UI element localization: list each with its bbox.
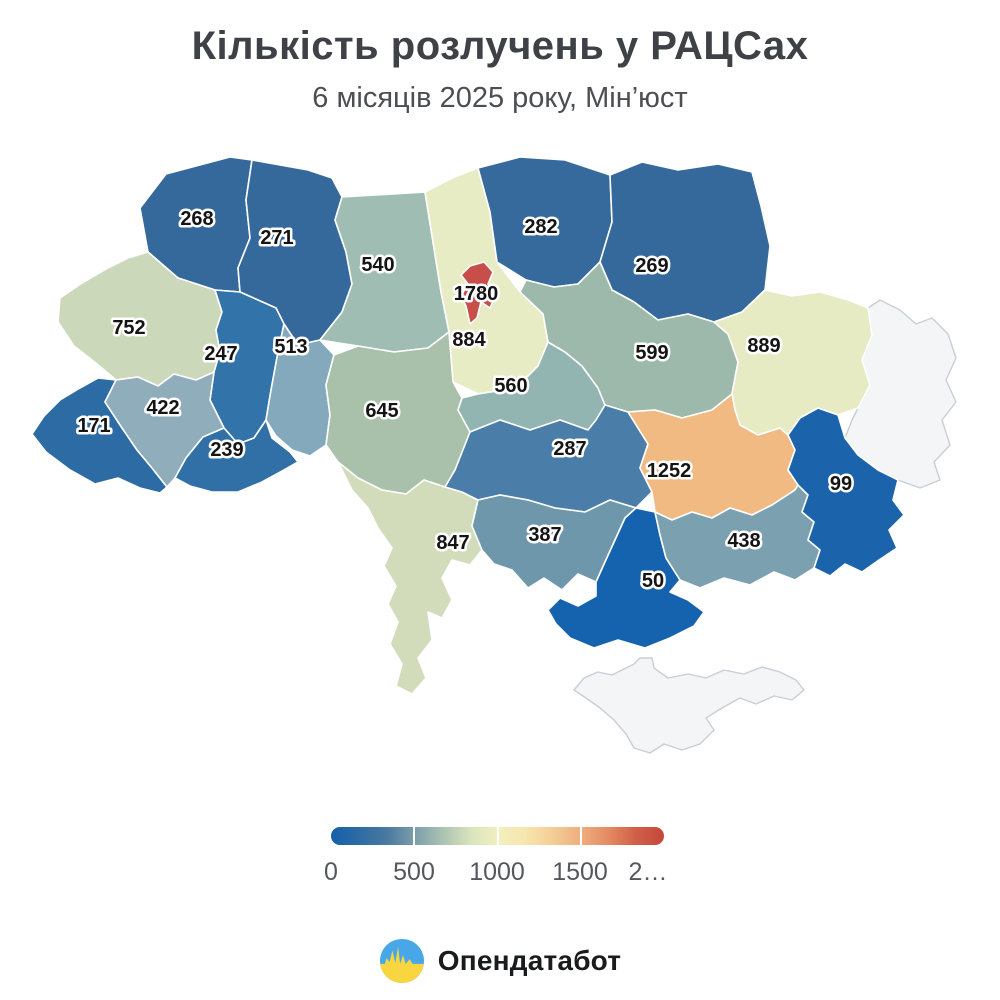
legend-label-4: 2… [628,858,668,886]
region-value-zakarpattia: 171 [77,415,110,437]
region-value-kyiv-oblast: 884 [452,329,486,351]
legend-label-2: 1000 [469,858,525,886]
region-value-rivne: 271 [260,227,293,249]
legend-label-3: 1500 [552,858,608,886]
legend-label-0: 0 [324,858,338,886]
legend-label-1: 500 [393,858,435,886]
region-value-poltava: 599 [635,342,668,364]
page-title: Кількість розлучень у РАЦСах [191,24,809,68]
opendatabot-logo[interactable]: Опендатабот [0,936,1000,986]
region-value-chernihiv: 282 [524,216,557,238]
region-value-kherson: 50 [642,570,664,592]
region-value-donetsk: 99 [830,473,852,495]
region-crimea[interactable] [573,657,805,754]
opendatabot-icon [379,938,424,984]
region-donetsk[interactable] [787,407,905,577]
legend-tick-500 [413,827,416,845]
region-value-odesa: 847 [436,532,469,554]
region-value-zhytomyr: 540 [361,254,394,276]
region-value-kharkiv: 889 [747,335,780,357]
map-labels-layer: 268 271 540 884 282 269 752 247 513 645 560 599 889 1… [75,206,855,595]
opendatabot-wordmark: Опендатабот [437,945,622,976]
region-value-cherkasy: 560 [494,375,527,397]
legend-tick-1000 [496,827,499,845]
map-regions-layer [31,156,957,754]
region-value-kirovohrad: 287 [553,438,586,460]
region-value-kyiv-city: 1780 [454,283,499,305]
region-value-volyn: 268 [180,208,213,230]
region-value-vinnytsia: 645 [365,400,398,422]
region-value-mykolaiv: 387 [528,524,561,546]
region-value-ternopil: 247 [204,343,237,365]
region-value-lviv: 752 [112,317,145,339]
region-value-dnipro: 1252 [647,460,692,482]
region-value-khmelnytskyi: 513 [274,336,307,358]
region-kirovohrad[interactable] [444,404,653,513]
page-subtitle: 6 місяців 2025 року, Мін’юст [312,82,688,114]
legend-tick-1500 [579,827,582,845]
region-value-zaporizhzhia: 438 [727,530,760,552]
region-khmelnytskyi[interactable] [265,323,335,457]
region-chernivtsi[interactable] [174,419,299,493]
region-value-sumy: 269 [635,255,668,277]
region-kyiv-city[interactable] [460,261,497,325]
region-odesa[interactable] [337,461,483,695]
region-value-chernivtsi: 239 [210,439,243,461]
region-value-ivano-frankivsk: 422 [146,397,179,419]
